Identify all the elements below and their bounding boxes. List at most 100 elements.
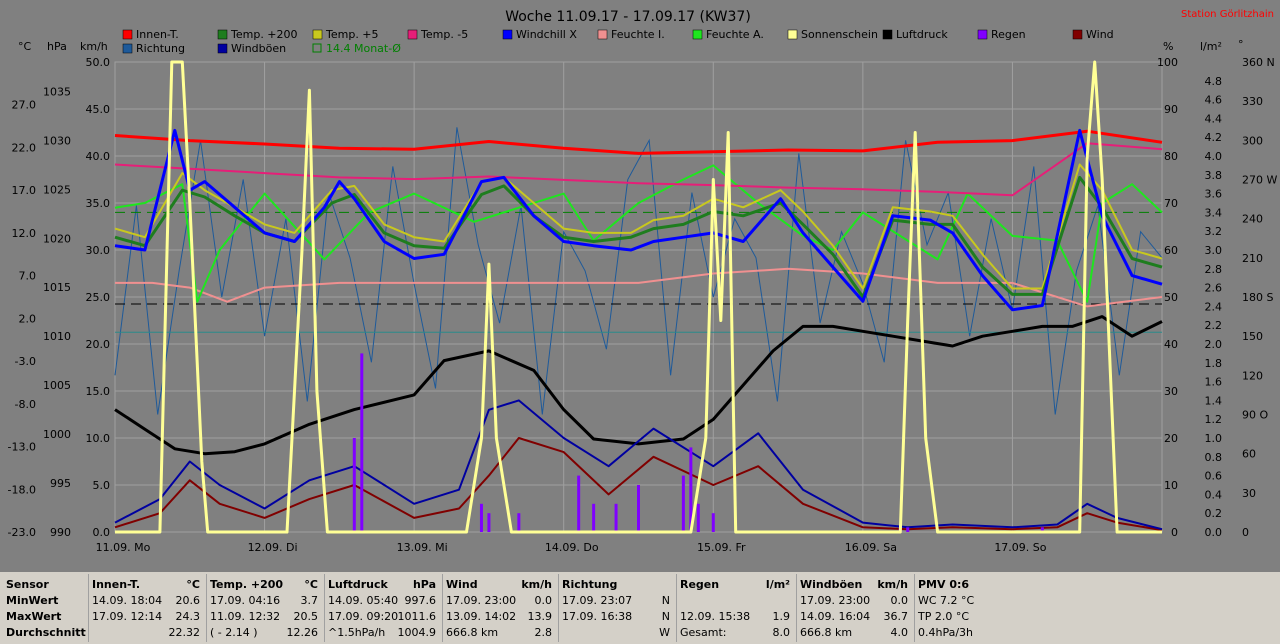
footer-cell: 666.8 km — [800, 626, 853, 639]
tick-lm2: 3.2 — [1205, 225, 1223, 238]
tick-x-day: 14.09. Do — [545, 541, 599, 554]
footer-divider — [676, 574, 677, 642]
footer-cell: Innen-T. — [92, 578, 141, 591]
legend-label: Windchill X — [516, 28, 577, 41]
footer-cell: 1004.9 — [397, 626, 437, 639]
footer-cell: W — [659, 626, 670, 639]
tick-kmh: 30.0 — [86, 244, 111, 257]
series-wind — [114, 437, 1163, 532]
legend-swatch — [122, 29, 133, 40]
footer-cell: 2.8 — [534, 626, 553, 639]
legend-swatch — [1072, 29, 1083, 40]
tick-kmh: 5.0 — [93, 479, 111, 492]
series-innen-temp — [114, 129, 1163, 155]
legend-label: Temp. -5 — [420, 28, 468, 41]
regen-bar — [1040, 527, 1044, 532]
chart-title: Woche 11.09.17 - 17.09.17 (KW37) — [505, 9, 751, 25]
legend-label: Regen — [991, 28, 1026, 41]
tick-lm2: 3.4 — [1205, 206, 1223, 219]
footer-cell: 12.09. 15:38 — [680, 610, 751, 623]
footer-cell: WC 7.2 °C — [918, 594, 975, 607]
tick-lm2: 1.8 — [1205, 357, 1223, 370]
tick-lm2: 3.0 — [1205, 244, 1223, 257]
footer-cell: 17.09. 12:14 — [92, 610, 163, 623]
tick-percent: 20 — [1164, 432, 1178, 445]
tick-lm2: 1.6 — [1205, 376, 1223, 389]
tick-x-day: 13.09. Mi — [397, 541, 448, 554]
regen-bar — [614, 503, 618, 532]
footer-divider — [914, 574, 915, 642]
series-temp-minus5 — [114, 142, 1163, 197]
footer-column: PMV 0:6 WC 7.2 °C TP 2.0 °C 0.4hPa/3h — [918, 572, 1018, 644]
tick-lm2: 2.6 — [1205, 282, 1223, 295]
tick-lm2: 2.0 — [1205, 338, 1223, 351]
tick-celsius: -13.0 — [8, 441, 36, 454]
tick-celsius: -3.0 — [15, 355, 36, 368]
footer-cell: 17.09. 04:16 — [210, 594, 281, 607]
tick-kmh: 20.0 — [86, 338, 111, 351]
tick-x-day: 11.09. Mo — [96, 541, 151, 554]
tick-celsius: 12.0 — [12, 227, 37, 240]
tick-kmh: 40.0 — [86, 150, 111, 163]
legend-label: 14.4 Monat-Ø — [326, 42, 401, 55]
footer-cell: 14.09. 16:04 — [800, 610, 871, 623]
legend-swatch — [882, 29, 893, 40]
footer-cell: °C — [186, 578, 200, 591]
footer-cell: 3.7 — [300, 594, 319, 607]
footer-cell: 11.09. 12:32 — [210, 610, 281, 623]
tick-x-day: 15.09. Fr — [697, 541, 746, 554]
footer-cell: 17.09. 16:38 — [562, 610, 633, 623]
tick-percent: 50 — [1164, 291, 1178, 304]
tick-lm2: 1.0 — [1205, 432, 1223, 445]
unit-kmh: km/h — [80, 40, 108, 53]
regen-bar — [711, 513, 715, 532]
footer-cell: 13.9 — [527, 610, 553, 623]
footer-cell: Regen — [680, 578, 720, 591]
footer-cell: 0.4hPa/3h — [918, 626, 974, 639]
footer-cell: Gesamt: — [680, 626, 727, 639]
footer-divider — [558, 574, 559, 642]
tick-celsius: -23.0 — [8, 526, 36, 539]
tick-lm2: 4.0 — [1205, 150, 1223, 163]
footer-cell: °C — [304, 578, 318, 591]
tick-lm2: 4.8 — [1205, 75, 1223, 88]
footer-cell: 22.32 — [168, 626, 201, 639]
legend-label: Innen-T. — [136, 28, 179, 41]
tick-hpa: 995 — [50, 477, 71, 490]
axis-ticks: 27.0 22.0 17.0 12.0 7.0 2.0 -3.0 -8.0 -13.0 -18.0… — [8, 56, 1278, 554]
regen-bar — [681, 475, 685, 532]
footer-divider — [206, 574, 207, 642]
legend-label: Richtung — [136, 42, 185, 55]
legend-label: Feuchte A. — [706, 28, 764, 41]
footer-cell: 17.09. 23:07 — [562, 594, 633, 607]
footer-cell: 14.09. 05:40 — [328, 594, 399, 607]
footer-cell: Durchschnitt — [6, 626, 86, 639]
tick-percent: 0 — [1171, 526, 1178, 539]
tick-lm2: 0.0 — [1205, 526, 1223, 539]
unit-celsius: °C — [18, 40, 32, 53]
legend-label: Windböen — [231, 42, 286, 55]
footer-cell: km/h — [877, 578, 908, 591]
tick-deg: 120 — [1242, 369, 1263, 382]
legend-swatch — [407, 29, 418, 40]
tick-deg: 300 — [1242, 134, 1263, 147]
footer-column: Regen l/m² 12.09. 15:38 1.9 Gesamt: 8.0 — [680, 572, 794, 644]
footer-cell: 14.09. 18:04 — [92, 594, 163, 607]
tick-deg: 240 — [1242, 213, 1263, 226]
footer-cell: 666.8 km — [446, 626, 499, 639]
footer-cell: 20.6 — [175, 594, 201, 607]
footer-cell: 1.9 — [772, 610, 791, 623]
tick-kmh: 35.0 — [86, 197, 111, 210]
regen-bar — [906, 527, 910, 532]
tick-celsius: 27.0 — [12, 99, 37, 112]
tick-lm2: 1.2 — [1205, 413, 1223, 426]
station-name: Station Görlitzhain — [1181, 9, 1274, 20]
weather-chart: Woche 11.09.17 - 17.09.17 (KW37) Station… — [7, 9, 1278, 554]
tick-deg: 180 S — [1242, 291, 1273, 304]
tick-celsius: 7.0 — [19, 270, 37, 283]
tick-percent: 30 — [1164, 385, 1178, 398]
footer-cell: 997.6 — [404, 594, 437, 607]
tick-lm2: 0.2 — [1205, 507, 1223, 520]
stats-footer: Sensor MinWert MaxWert Durchschnitt Innen-T.… — [0, 572, 1280, 644]
tick-lm2: 3.6 — [1205, 188, 1223, 201]
